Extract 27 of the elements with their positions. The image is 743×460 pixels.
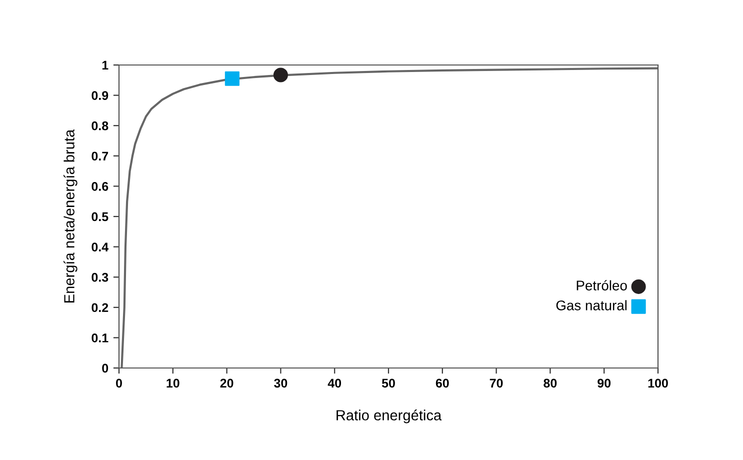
y-tick-label: 0 [102, 364, 108, 373]
x-tick-label: 20 [220, 378, 234, 388]
x-tick-label: 30 [274, 378, 288, 388]
legend-label: Petróleo [576, 280, 627, 290]
y-tick-label: 0.5 [92, 212, 108, 222]
x-axis-title: Ratio energética [336, 410, 442, 424]
x-tick-label: 50 [382, 378, 395, 388]
x-tick-label: 60 [436, 378, 449, 388]
y-tick-label: 0.7 [92, 152, 108, 161]
y-tick-label: 0.6 [92, 182, 108, 191]
x-tick-label: 70 [490, 378, 503, 388]
y-tick-label: 0.8 [92, 121, 108, 130]
y-tick-label: 1 [102, 60, 108, 70]
x-tick-label: 40 [328, 378, 342, 388]
x-tick-label: 0 [116, 378, 122, 388]
y-axis-title: Energía neta/energía bruta [64, 129, 78, 302]
x-tick-label: 100 [648, 378, 668, 388]
x-tick-label: 90 [598, 378, 611, 388]
x-tick-label: 80 [544, 378, 557, 388]
y-tick-label: 0.9 [92, 91, 108, 100]
y-tick-label: 0.2 [92, 303, 108, 312]
x-tick-label: 10 [166, 378, 180, 388]
y-tick-label: 0.3 [92, 272, 108, 282]
y-tick-label: 0.4 [92, 242, 109, 252]
legend-label: Gas natural [556, 300, 627, 310]
y-tick-label: 0.1 [92, 334, 108, 342]
line-series [120, 67, 658, 368]
